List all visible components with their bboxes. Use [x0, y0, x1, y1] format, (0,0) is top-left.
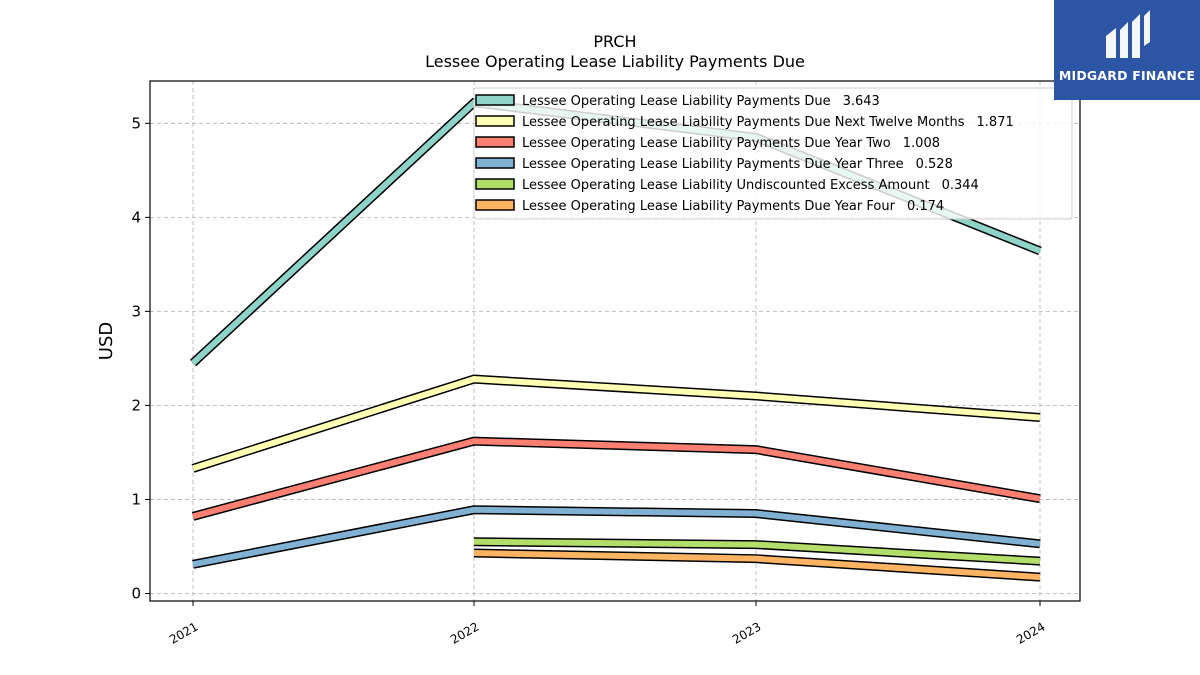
brand-name: MIDGARD FINANCE: [1058, 68, 1196, 83]
y-tick-label: 0: [131, 584, 141, 602]
x-tick-label: 2023: [730, 619, 763, 646]
legend-series-value: 0.344: [942, 178, 979, 193]
series-line: [473, 548, 1041, 582]
series-line-outline: [191, 374, 1041, 473]
series-line: [473, 537, 1041, 566]
legend-series-name: Lessee Operating Lease Liability Payment…: [522, 115, 965, 130]
legend-series-value: 0.528: [916, 157, 953, 172]
series-line: [191, 374, 1041, 473]
legend: Lessee Operating Lease Liability Payment…: [473, 87, 1073, 220]
series-line-fill: [473, 550, 1041, 581]
legend-label: Lessee Operating Lease Liability Payment…: [522, 136, 940, 151]
plot-frame: [149, 80, 1081, 602]
series-line-fill: [473, 538, 1041, 565]
series-line-fill: [192, 438, 1041, 520]
legend-series-name: Lessee Operating Lease Liability Payment…: [522, 199, 896, 214]
y-tick-label: 2: [131, 396, 141, 414]
legend-series-value: 1.008: [903, 136, 940, 151]
legend-series-value: 1.871: [977, 115, 1014, 130]
series-line: [191, 436, 1041, 521]
legend-label: Lessee Operating Lease Liability Undisco…: [522, 178, 979, 193]
legend-series-value: 3.643: [843, 94, 880, 109]
legend-entry: Lessee Operating Lease Liability Undisco…: [475, 178, 979, 193]
y-tick-label: 3: [131, 302, 141, 320]
legend-series-name: Lessee Operating Lease Liability Payment…: [522, 157, 904, 172]
legend-swatch: [475, 178, 515, 190]
y-tick-label: 4: [131, 208, 141, 226]
brand-logo: MIDGARD FINANCE: [1054, 0, 1200, 100]
series-line-fill: [192, 376, 1041, 472]
y-tick-label: 5: [131, 114, 141, 132]
legend-label: Lessee Operating Lease Liability Payment…: [522, 115, 1014, 130]
logo-mark-icon: [1106, 10, 1150, 58]
legend-series-value: 0.174: [907, 199, 944, 214]
legend-label: Lessee Operating Lease Liability Payment…: [522, 199, 944, 214]
y-tick-label: 1: [131, 490, 141, 508]
legend-box: [473, 87, 1073, 220]
legend-entry: Lessee Operating Lease Liability Payment…: [475, 136, 940, 151]
legend-swatch: [475, 115, 515, 127]
x-tick-label: 2022: [448, 619, 481, 646]
legend-label: Lessee Operating Lease Liability Payment…: [522, 94, 880, 109]
legend-entry: Lessee Operating Lease Liability Payment…: [475, 199, 944, 214]
legend-entry: Lessee Operating Lease Liability Payment…: [475, 94, 880, 109]
legend-series-name: Lessee Operating Lease Liability Payment…: [522, 136, 891, 151]
series-line: [192, 505, 1041, 569]
series-line-fill: [192, 506, 1041, 568]
y-axis-label: USD: [96, 322, 117, 360]
legend-swatch: [475, 136, 515, 148]
legend-swatch: [475, 94, 515, 106]
legend-entry: Lessee Operating Lease Liability Payment…: [475, 157, 953, 172]
legend-label: Lessee Operating Lease Liability Payment…: [522, 157, 953, 172]
chart-title: PRCH: [593, 32, 636, 51]
x-tick-label: 2021: [167, 619, 200, 646]
legend-entry: Lessee Operating Lease Liability Payment…: [475, 115, 1014, 130]
series-lines: [189, 97, 1042, 582]
legend-swatch: [475, 157, 515, 169]
legend-series-name: Lessee Operating Lease Liability Payment…: [522, 94, 831, 109]
chart-subtitle: Lessee Operating Lease Liability Payment…: [425, 52, 805, 71]
legend-swatch: [475, 199, 515, 211]
legend-series-name: Lessee Operating Lease Liability Undisco…: [522, 178, 930, 193]
x-tick-label: 2024: [1014, 619, 1047, 646]
